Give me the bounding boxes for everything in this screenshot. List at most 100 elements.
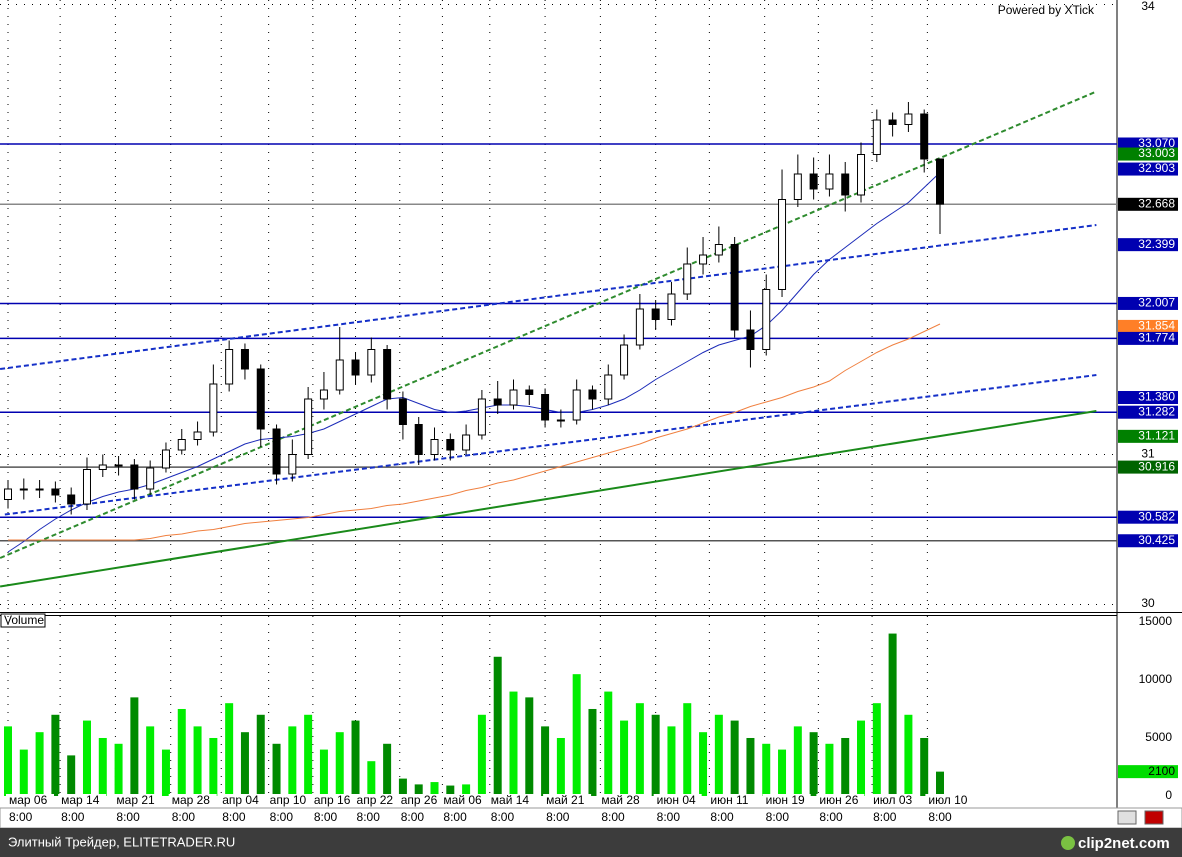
x-tick-label: май 28 [601,793,640,807]
x-tick-time: 8:00 [601,810,625,824]
candle-body [541,394,550,421]
date-label-bg [219,794,268,807]
x-tick-label: июл 10 [928,793,967,807]
volume-bar [635,703,644,796]
candle-body [793,173,802,200]
volume-tick-label: 15000 [1139,614,1173,628]
y-tick-label: 30 [1141,596,1155,610]
date-label-bg [925,794,974,807]
volume-bar [367,761,376,796]
volume-bar [493,656,502,796]
candle-body [161,449,170,469]
volume-bar [572,674,581,796]
candle-body [667,293,676,320]
x-tick-label: апр 22 [357,793,394,807]
level-label-box [1118,510,1178,524]
volume-bar [746,737,755,796]
volume-bar [209,737,218,796]
level-label: 33.070 [1138,136,1175,150]
volume-bar [857,720,866,796]
x-tick-time: 8:00 [116,810,140,824]
volume-bar [193,726,202,796]
volume-bar [67,755,76,796]
close-button[interactable] [1144,810,1164,825]
x-tick-label: июл 03 [873,793,912,807]
volume-bar [161,749,170,796]
x-tick-label: мар 28 [172,793,211,807]
volume-tick-label: 0 [1165,788,1172,802]
candle-body [82,469,91,505]
candle-body [588,389,597,400]
date-label-bg [598,794,647,807]
x-tick-label: апр 26 [401,793,438,807]
volume-bar [414,784,423,796]
date-label-bg [762,794,811,807]
candle-body [319,389,328,400]
date-label-bg [487,794,536,807]
logo: clip2net.com [1078,835,1170,852]
candle-body [462,434,471,451]
level-label: 32.007 [1138,296,1175,310]
volume-bar [477,714,486,796]
volume-bar [762,743,771,796]
volume-bar [114,743,123,796]
x-tick-time: 8:00 [357,810,381,824]
volume-bar [304,714,313,796]
candle-body [730,244,739,331]
candle-body [888,119,897,125]
level-label-box [1118,137,1178,151]
candle-body [4,488,12,500]
volume-bar [588,708,597,796]
level-label: 32.399 [1138,237,1175,251]
volume-bar [462,784,471,796]
volume-bar [888,633,897,796]
volume-bar [793,726,802,796]
candle-body [146,467,155,490]
volume-bar [288,726,297,796]
candle-body [240,349,249,370]
candle-body [509,389,518,406]
x-tick-label: мар 06 [9,793,48,807]
date-label-bg [113,794,162,807]
volume-bar [177,708,186,796]
volume-bar [904,714,913,796]
volume-bar [272,743,281,796]
candle-body [430,439,439,455]
volume-bar [872,703,881,796]
candle-body [225,349,234,385]
candle-body [762,289,771,350]
volume-bar [920,737,929,796]
level-label: 31.380 [1138,390,1175,404]
trendline [0,90,1097,559]
volume-bar [604,691,613,796]
footer-text: Элитный Трейдер, ELITETRADER.RU [8,834,235,849]
logo-icon [1061,836,1075,850]
volume-bar [936,771,944,796]
candle-body [936,158,944,205]
x-tick-time: 8:00 [873,810,897,824]
level-label: 30.916 [1138,459,1175,473]
candle-body [351,359,360,376]
volume-bar [778,749,787,796]
level-label-box [1118,147,1178,161]
x-tick-time: 8:00 [546,810,570,824]
y-tick-label: 34 [1141,0,1155,13]
candle-body [920,113,929,160]
candle-body [620,344,629,376]
x-tick-time: 8:00 [172,810,196,824]
volume-bar [651,714,660,796]
volume-bar [35,732,44,796]
volume-bar [525,697,534,796]
candle-body [857,154,866,196]
level-label: 30.425 [1138,533,1175,547]
x-tick-time: 8:00 [928,810,952,824]
volume-label-box [0,613,46,628]
moving-average [7,172,941,553]
date-label-bg [168,794,217,807]
volume-bar [541,726,550,796]
volume-bar [730,720,739,796]
scroll-button[interactable] [1117,810,1137,825]
volume-label: Volume [4,613,44,627]
candle-body [272,428,281,475]
x-tick-label: мар 21 [116,793,155,807]
